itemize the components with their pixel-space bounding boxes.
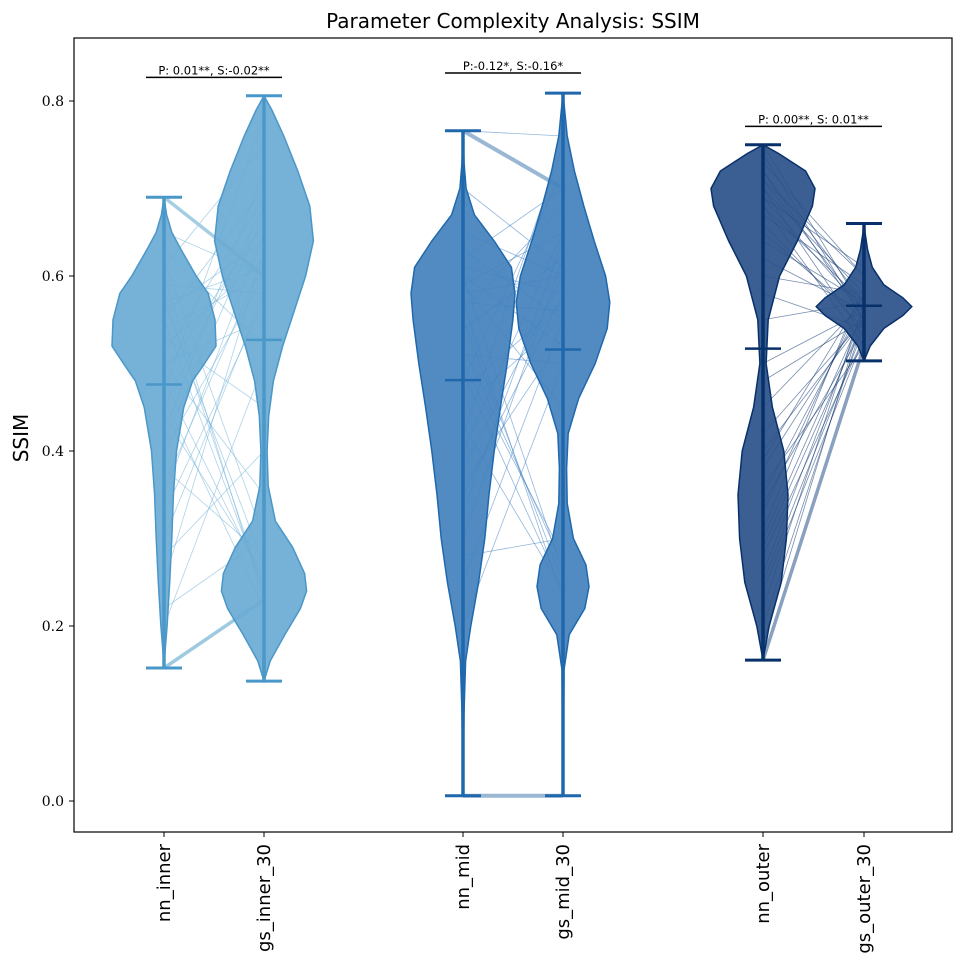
chart-title: Parameter Complexity Analysis: SSIM: [326, 9, 700, 33]
violins-layer: [111, 91, 913, 798]
y-tick-label: 0.4: [42, 444, 64, 460]
pair-line-mid-max: [461, 129, 565, 191]
axes-layer: 0.0 0.2 0.4 0.6 0.8 nn_inner gs_inner_30 nn_mid…: [42, 37, 953, 954]
pair-line-mid: [462, 363, 564, 627]
annotation-text-inner: P: 0.01**, S:-0.02**: [158, 63, 270, 77]
annotations-layer: P: 0.01**, S:-0.02** P:-0.12*, S:-0.16* P:…: [146, 59, 882, 128]
x-tick-label-nn_outer: nn_outer: [753, 843, 774, 923]
annotation-text-mid: P:-0.12*, S:-0.16*: [463, 59, 564, 73]
y-tick-label: 0.2: [42, 619, 64, 635]
y-tick-label: 0.8: [42, 94, 64, 110]
x-tick-label-gs_mid_30: gs_mid_30: [553, 844, 574, 940]
x-tick-label-nn_mid: nn_mid: [453, 844, 474, 910]
y-tick-label: 0.0: [42, 794, 64, 810]
pair-line-outer: [762, 319, 865, 452]
pair-line-inner: [163, 450, 265, 557]
pair-line-outer-min: [761, 345, 866, 661]
x-tick-label-nn_inner: nn_inner: [154, 843, 175, 922]
plot-frame: [73, 37, 953, 833]
x-tick-label-gs_outer_30: gs_outer_30: [854, 844, 875, 954]
y-tick-label: 0.6: [42, 269, 64, 285]
x-tick-label-gs_inner_30: gs_inner_30: [254, 844, 275, 952]
y-axis-label: SSIM: [9, 414, 33, 463]
annotation-text-outer: P: 0.00**, S: 0.01**: [758, 112, 869, 126]
